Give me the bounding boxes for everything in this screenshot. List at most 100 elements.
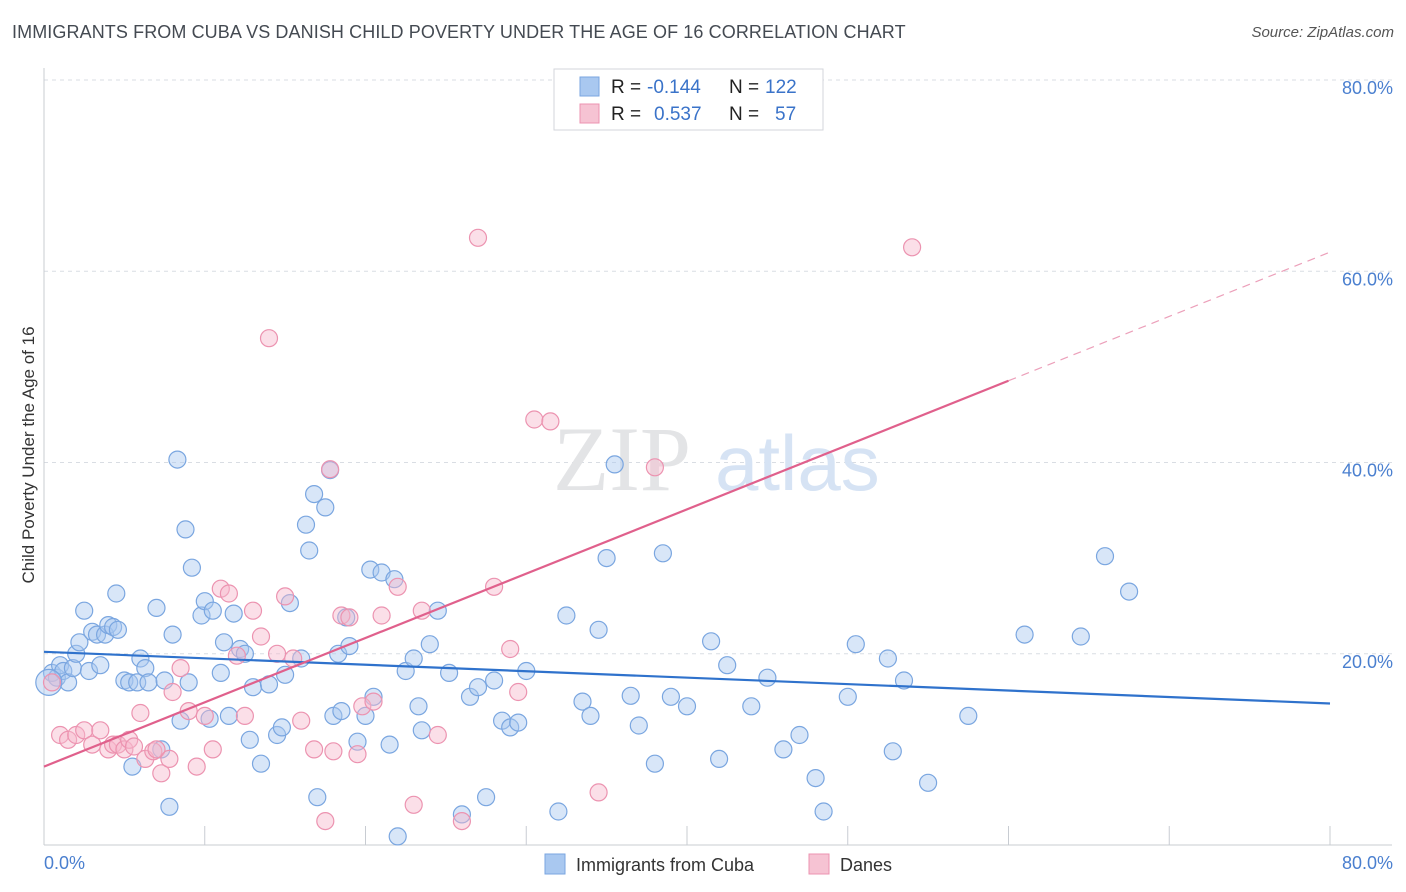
cuba-point-84 [485, 671, 504, 690]
danes-point-43 [353, 697, 372, 716]
cuba-point-117 [959, 706, 978, 726]
cuba-points [35, 450, 1139, 846]
cuba-point-113 [878, 649, 898, 668]
danes-point-56 [541, 412, 560, 431]
bottom-legend-swatch-cuba [544, 853, 566, 875]
trend-lines [43, 251, 1331, 768]
danes-point-46 [388, 577, 407, 596]
danes-point-55 [525, 410, 544, 429]
danes-point-33 [276, 587, 295, 606]
trend-line-danes [43, 379, 1009, 768]
cuba-point-92 [581, 706, 600, 726]
danes-point-19 [163, 682, 182, 702]
cuba-point-25 [147, 598, 166, 618]
danes-point-15 [144, 742, 163, 761]
danes-point-12 [124, 737, 144, 756]
cuba-point-104 [718, 656, 737, 675]
danes-point-57 [589, 783, 608, 802]
cuba-point-77 [420, 635, 439, 654]
chart-title: IMMIGRANTS FROM CUBA VS DANISH CHILD POV… [12, 22, 906, 42]
cuba-point-91 [573, 692, 592, 711]
cuba-point-34 [182, 558, 201, 577]
cuba-point-103 [709, 749, 729, 769]
cuba-point-28 [160, 797, 179, 816]
cuba-point-89 [549, 802, 568, 821]
danes-point-47 [404, 795, 423, 814]
cuba-point-94 [597, 548, 616, 568]
danes-points [42, 228, 922, 831]
danes-point-50 [452, 811, 471, 831]
cuba-point-102 [701, 632, 721, 651]
danes-point-36 [305, 740, 324, 759]
cuba-point-106 [758, 668, 777, 687]
cuba-point-9 [79, 661, 99, 681]
cuba-point-115 [894, 671, 914, 690]
cuba-point-93 [589, 620, 608, 639]
legend-r-label-danes: R = [611, 104, 641, 125]
y-tick-label: 60.0% [1342, 269, 1393, 289]
cuba-point-29 [163, 625, 182, 644]
legend-swatch-danes [579, 103, 600, 124]
cuba-point-66 [356, 706, 375, 726]
cuba-point-72 [388, 827, 407, 846]
cuba-point-62 [332, 701, 351, 721]
danes-point-4 [75, 721, 94, 740]
danes-point-45 [372, 606, 391, 625]
cuba-point-35 [192, 606, 211, 625]
cuba-point-37 [200, 709, 219, 728]
legend-top: R = -0.144 N = 122 R = 0.537 N = 57 [553, 68, 824, 131]
cuba-point-41 [219, 706, 238, 726]
danes-point-24 [203, 740, 222, 759]
bottom-legend-label-cuba: Immigrants from Cuba [576, 855, 755, 875]
danes-point-29 [243, 601, 263, 620]
cuba-point-67 [361, 560, 380, 579]
danes-point-23 [195, 706, 214, 726]
cuba-point-30 [168, 450, 187, 469]
cuba-point-32 [176, 520, 195, 539]
y-tick-label: 80.0% [1342, 78, 1393, 98]
cuba-point-111 [838, 687, 857, 706]
legend-bottom: Immigrants from Cuba Danes [544, 853, 892, 875]
cuba-point-118 [1015, 625, 1034, 644]
cuba-point-97 [629, 716, 648, 735]
x-axis-ticks [43, 826, 1331, 845]
cuba-point-45 [240, 730, 259, 749]
danes-point-37 [316, 811, 335, 831]
danes-point-58 [645, 458, 665, 477]
legend-n-label-cuba: N = [729, 77, 759, 98]
danes-point-51 [468, 228, 488, 247]
danes-point-22 [187, 757, 206, 776]
danes-point-0 [42, 673, 62, 692]
cuba-point-16 [107, 584, 126, 603]
chart-source: Source: ZipAtlas.com [1251, 24, 1394, 41]
trend-line-cuba [43, 650, 1331, 705]
danes-point-16 [147, 740, 166, 759]
danes-point-20 [171, 658, 190, 678]
danes-point-30 [251, 627, 271, 646]
cuba-point-58 [316, 498, 335, 517]
y-tick-label: 40.0% [1342, 461, 1393, 481]
cuba-point-100 [661, 687, 681, 706]
cuba-point-17 [108, 620, 128, 639]
y-tick-label: 20.0% [1342, 652, 1393, 672]
legend-n-value-danes: 57 [775, 104, 796, 125]
cuba-point-65 [348, 732, 367, 751]
trend-line-danes-extension [1008, 251, 1331, 382]
grid-lines [44, 79, 1392, 655]
x-tick-label-max: 80.0% [1342, 853, 1393, 873]
cuba-point-42 [224, 604, 243, 623]
danes-point-38 [321, 460, 340, 479]
cuba-point-95 [605, 455, 624, 474]
cuba-point-116 [918, 773, 938, 792]
cuba-point-74 [404, 649, 423, 668]
danes-point-32 [268, 644, 287, 663]
danes-point-53 [501, 639, 520, 659]
danes-point-27 [227, 646, 246, 665]
cuba-point-107 [774, 740, 793, 759]
danes-point-48 [412, 601, 431, 620]
cuba-point-22 [131, 649, 150, 668]
bottom-legend-swatch-danes [808, 853, 830, 875]
cuba-point-90 [557, 606, 576, 625]
cuba-point-7 [70, 633, 89, 652]
cuba-point-114 [883, 742, 902, 761]
